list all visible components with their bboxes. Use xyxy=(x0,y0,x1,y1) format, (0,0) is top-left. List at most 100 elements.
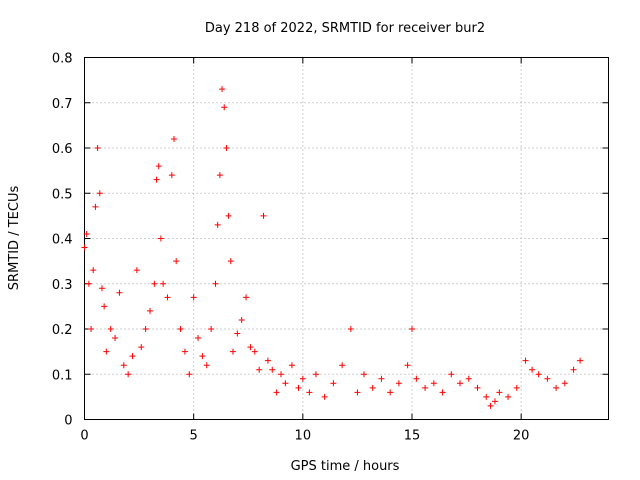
data-point xyxy=(227,258,234,265)
data-point xyxy=(234,330,241,337)
data-point xyxy=(269,366,276,373)
data-point xyxy=(160,280,167,287)
data-point xyxy=(88,326,95,332)
data-point xyxy=(94,145,101,151)
data-point xyxy=(496,389,503,396)
data-point xyxy=(312,371,319,378)
data-point xyxy=(151,280,158,287)
data-point xyxy=(483,393,490,400)
data-point xyxy=(553,384,560,391)
data-point xyxy=(247,344,254,351)
data-point xyxy=(487,402,494,409)
data-point xyxy=(129,353,136,360)
x-tick-label: 20 xyxy=(513,429,530,444)
data-point xyxy=(243,294,250,301)
data-point xyxy=(92,203,99,210)
data-point xyxy=(256,366,263,373)
data-point xyxy=(238,316,245,323)
data-point xyxy=(190,294,197,301)
data-point xyxy=(457,380,464,387)
data-point xyxy=(264,357,271,364)
data-point xyxy=(173,258,180,265)
data-point xyxy=(561,380,568,387)
data-point xyxy=(544,375,551,382)
data-point xyxy=(98,285,105,292)
data-point xyxy=(81,244,88,251)
y-tick-label: 0.7 xyxy=(52,97,73,112)
data-point xyxy=(360,371,367,378)
data-point xyxy=(96,190,103,197)
data-point xyxy=(177,326,184,332)
x-axis-label: GPS time / hours xyxy=(291,459,400,474)
x-tick-label: 0 xyxy=(80,429,88,444)
data-point xyxy=(212,280,219,287)
data-point xyxy=(282,380,289,387)
data-point xyxy=(413,375,420,382)
data-point xyxy=(529,366,536,373)
data-point xyxy=(513,384,520,391)
data-point xyxy=(430,380,437,387)
y-tick-label: 0.8 xyxy=(52,52,73,67)
data-point xyxy=(199,353,206,360)
data-point xyxy=(221,104,228,111)
data-point xyxy=(181,348,188,355)
data-point xyxy=(219,86,226,93)
y-tick-label: 0.3 xyxy=(52,278,73,293)
grid-lines xyxy=(84,57,609,420)
data-point xyxy=(214,221,221,228)
data-point xyxy=(120,362,127,369)
data-point xyxy=(439,389,446,396)
axis-ticks: 0 0.1 0.2 0.3 0.4 0.5 0.6 0.7 0.8 0 5 10 15 20 xyxy=(52,52,609,444)
data-point xyxy=(339,362,346,369)
data-point xyxy=(306,389,313,396)
data-point xyxy=(103,348,110,355)
data-point xyxy=(387,389,394,396)
y-tick-label: 0.2 xyxy=(52,323,73,338)
data-point xyxy=(125,371,132,378)
data-point xyxy=(330,380,337,387)
data-point xyxy=(522,357,529,364)
x-tick-label: 5 xyxy=(190,429,198,444)
y-axis-label: SRMTID / TECUs xyxy=(7,186,22,291)
data-point xyxy=(147,307,153,314)
y-tick-label: 0.1 xyxy=(52,368,73,383)
data-point xyxy=(223,145,230,151)
data-point xyxy=(225,212,232,219)
y-tick-label: 0 xyxy=(64,414,72,429)
data-point xyxy=(155,163,162,170)
data-point xyxy=(168,172,175,179)
y-tick-label: 0.4 xyxy=(52,233,73,248)
data-point xyxy=(208,326,215,332)
data-point xyxy=(171,135,178,142)
data-point xyxy=(448,371,455,378)
data-point xyxy=(251,348,258,355)
data-point xyxy=(404,362,411,369)
chart-title: Day 218 of 2022, SRMTID for receiver bur… xyxy=(205,21,485,36)
data-point xyxy=(278,371,284,378)
data-point xyxy=(107,326,114,332)
data-point xyxy=(85,280,92,287)
data-point xyxy=(164,294,171,301)
x-tick-label: 10 xyxy=(295,429,312,444)
data-point xyxy=(422,384,429,391)
data-point xyxy=(347,326,354,332)
data-points xyxy=(81,86,584,409)
data-point xyxy=(138,344,145,351)
data-point xyxy=(354,389,361,396)
data-point xyxy=(83,230,90,237)
data-point xyxy=(491,398,498,405)
data-point xyxy=(157,235,164,242)
data-point xyxy=(186,371,193,378)
data-point xyxy=(299,375,306,382)
data-point xyxy=(101,303,108,310)
data-point xyxy=(395,380,402,387)
data-point xyxy=(577,357,584,364)
data-point xyxy=(116,289,123,296)
data-point xyxy=(570,366,577,373)
data-point xyxy=(153,176,160,183)
y-tick-label: 0.6 xyxy=(52,142,73,157)
data-point xyxy=(90,267,97,274)
data-point xyxy=(505,393,512,400)
data-point xyxy=(295,384,302,391)
